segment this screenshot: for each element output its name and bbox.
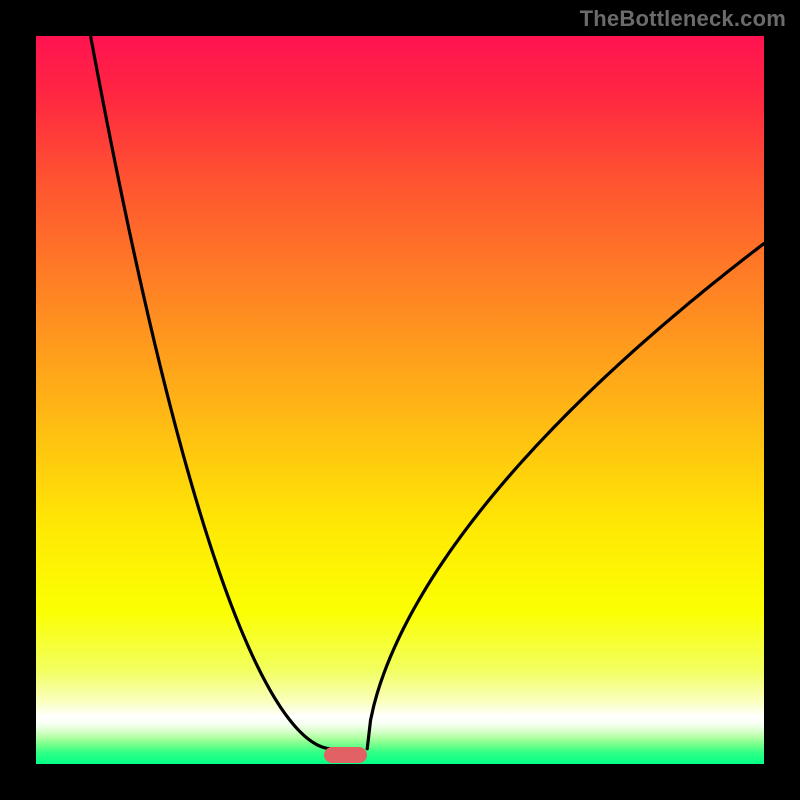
gradient-background (36, 36, 764, 764)
canvas-root: TheBottleneck.com (0, 0, 800, 800)
attribution-label: TheBottleneck.com (580, 6, 786, 32)
plot-svg (36, 36, 764, 764)
plot-area (36, 36, 764, 764)
optimal-marker (324, 747, 368, 763)
